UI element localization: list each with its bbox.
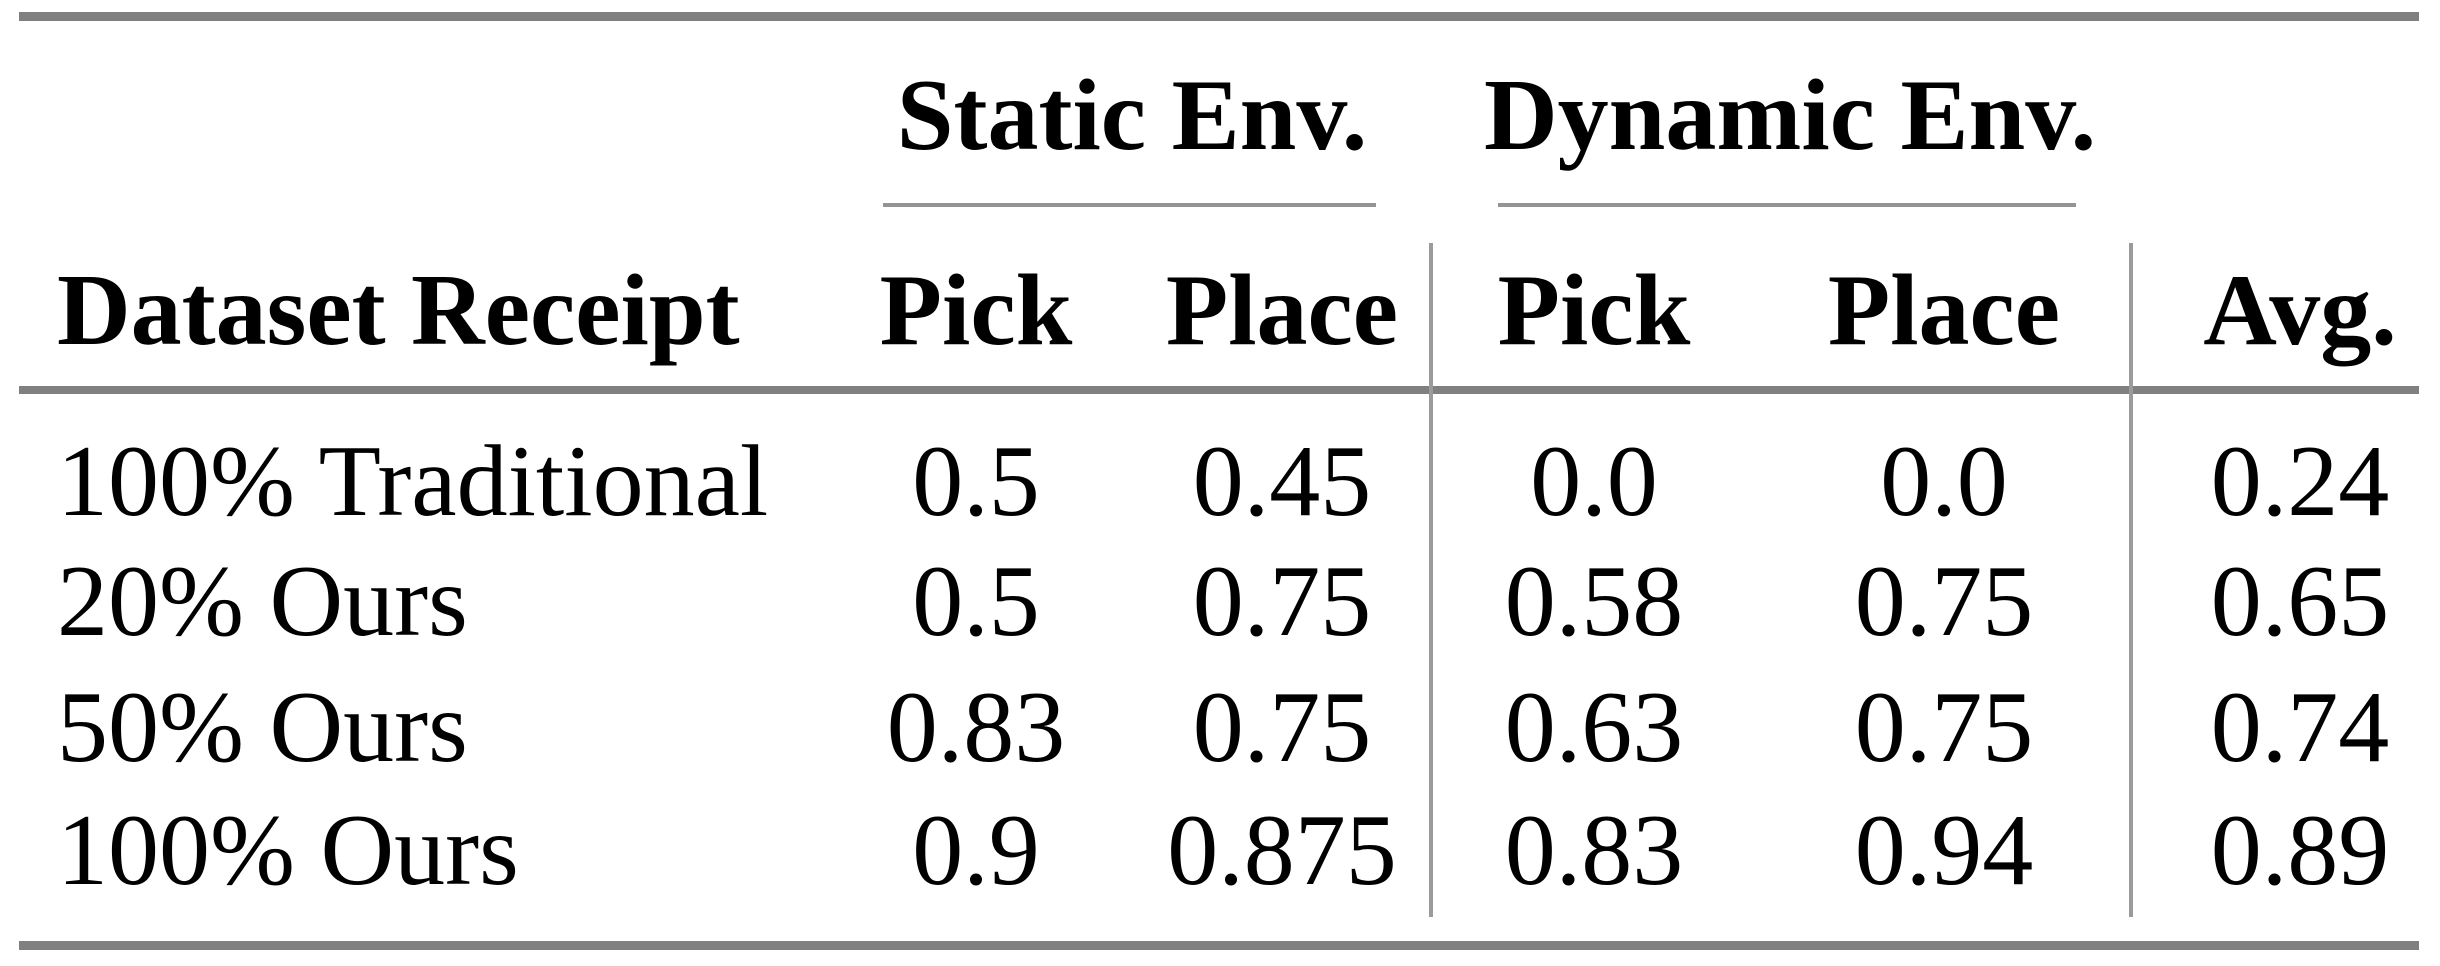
cell: 0.75 <box>1854 544 2034 658</box>
cell: 0.75 <box>1192 544 1372 658</box>
cell: 0.0 <box>1530 424 1658 538</box>
column-header-row: Dataset Receipt Pick Place Pick Place Av… <box>19 248 2419 372</box>
table-row: 100% Traditional 0.5 0.45 0.0 0.0 0.24 <box>19 419 2419 543</box>
column-header-dynamic-place: Place <box>1827 253 2061 367</box>
cell: 0.5 <box>912 544 1040 658</box>
column-header-avg: Avg. <box>2203 253 2397 367</box>
row-label: 50% Ours <box>57 670 468 784</box>
table-row: 20% Ours 0.5 0.75 0.58 0.75 0.65 <box>19 539 2419 663</box>
cell: 0.58 <box>1504 544 1684 658</box>
table-row: 100% Ours 0.9 0.875 0.83 0.94 0.89 <box>19 788 2419 912</box>
cell: 0.75 <box>1854 670 2034 784</box>
cell: 0.24 <box>2210 424 2390 538</box>
table-bottom-rule <box>19 941 2419 950</box>
cell: 0.875 <box>1167 793 1397 907</box>
cell: 0.0 <box>1880 424 2008 538</box>
row-label: 100% Ours <box>57 793 519 907</box>
column-header-static-pick: Pick <box>879 253 1073 367</box>
corner-header-dataset-receipt: Dataset Receipt <box>57 253 740 367</box>
column-header-static-place: Place <box>1165 253 1399 367</box>
group-header-static-env: Static Env. <box>896 59 1368 172</box>
cell: 0.75 <box>1192 670 1372 784</box>
group-header-dynamic-env: Dynamic Env. <box>1484 59 2097 172</box>
cell: 0.45 <box>1192 424 1372 538</box>
cell: 0.5 <box>912 424 1040 538</box>
row-label: 100% Traditional <box>57 424 769 538</box>
table-header-rule <box>19 386 2419 394</box>
cell: 0.89 <box>2210 793 2390 907</box>
static-env-underline <box>883 203 1376 207</box>
cell: 0.83 <box>886 670 1066 784</box>
cell: 0.94 <box>1854 793 2034 907</box>
table-top-rule <box>19 12 2419 21</box>
cell: 0.63 <box>1504 670 1684 784</box>
cell: 0.65 <box>2210 544 2390 658</box>
column-separator-static-dynamic <box>1429 243 1433 917</box>
dynamic-env-underline <box>1498 203 2076 207</box>
table-row: 50% Ours 0.83 0.75 0.63 0.75 0.74 <box>19 665 2419 789</box>
row-label: 20% Ours <box>57 544 468 658</box>
column-separator-dynamic-avg <box>2129 243 2133 917</box>
cell: 0.9 <box>912 793 1040 907</box>
cell: 0.83 <box>1504 793 1684 907</box>
cell: 0.74 <box>2210 670 2390 784</box>
column-header-dynamic-pick: Pick <box>1497 253 1691 367</box>
